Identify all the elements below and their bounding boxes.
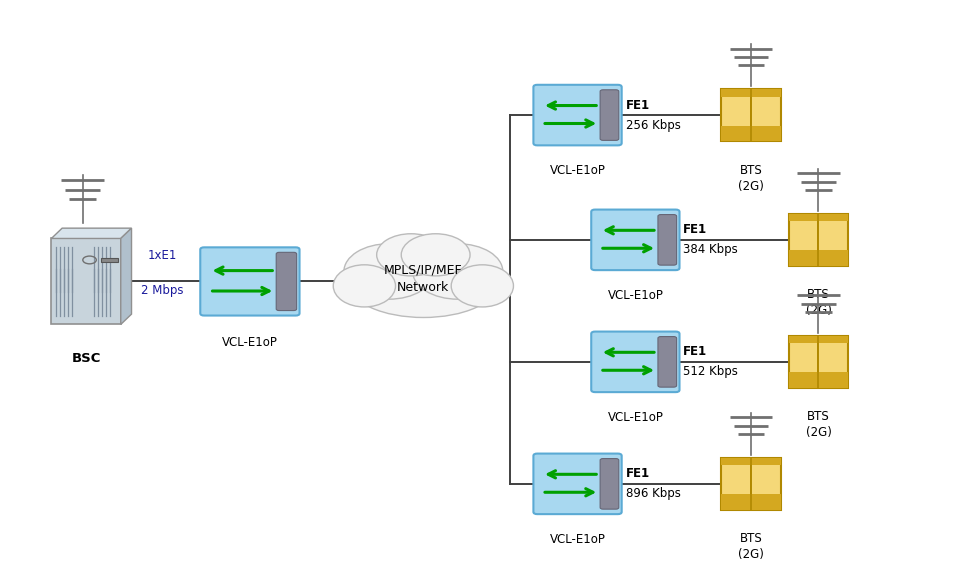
FancyBboxPatch shape [591, 332, 679, 392]
Text: 512 Kbps: 512 Kbps [683, 365, 738, 379]
Text: FE1: FE1 [683, 345, 708, 359]
FancyBboxPatch shape [658, 215, 677, 265]
Text: MPLS/IP/MEF
Network: MPLS/IP/MEF Network [384, 264, 463, 293]
Text: BTS
(2G): BTS (2G) [738, 532, 764, 561]
Bar [788, 251, 849, 266]
Ellipse shape [413, 244, 503, 299]
Text: BTS
(2G): BTS (2G) [806, 288, 831, 317]
Text: VCL-E1oP: VCL-E1oP [608, 289, 663, 302]
Bar [788, 214, 818, 266]
Ellipse shape [333, 265, 396, 307]
Polygon shape [52, 228, 131, 239]
Bar [788, 336, 849, 388]
Bar [721, 457, 751, 510]
Text: BTS
(2G): BTS (2G) [806, 411, 831, 439]
Text: 256 Kbps: 256 Kbps [626, 119, 680, 131]
Text: FE1: FE1 [626, 468, 649, 480]
Polygon shape [121, 228, 131, 324]
Bar [788, 214, 849, 222]
Text: 384 Kbps: 384 Kbps [683, 243, 738, 256]
FancyBboxPatch shape [200, 247, 299, 316]
Ellipse shape [451, 265, 513, 307]
Bar [788, 214, 849, 266]
Ellipse shape [344, 244, 434, 299]
FancyBboxPatch shape [52, 239, 121, 324]
Bar [751, 89, 781, 142]
Bar [721, 89, 781, 96]
FancyBboxPatch shape [534, 85, 622, 146]
FancyBboxPatch shape [600, 459, 619, 509]
FancyBboxPatch shape [591, 210, 679, 270]
Ellipse shape [401, 234, 470, 276]
Bar [818, 336, 849, 388]
FancyBboxPatch shape [658, 336, 677, 387]
Bar [721, 457, 781, 465]
Bar [101, 258, 119, 262]
Bar [788, 336, 849, 343]
Text: FE1: FE1 [683, 223, 708, 236]
FancyBboxPatch shape [534, 453, 622, 514]
Text: BTS
(2G): BTS (2G) [738, 164, 764, 192]
Bar [721, 89, 781, 142]
Text: VCL-E1oP: VCL-E1oP [222, 336, 278, 348]
Text: VCL-E1oP: VCL-E1oP [549, 164, 606, 177]
Text: 896 Kbps: 896 Kbps [626, 487, 680, 500]
Text: 2 Mbps: 2 Mbps [141, 284, 184, 297]
Bar [721, 457, 781, 510]
Text: VCL-E1oP: VCL-E1oP [608, 411, 663, 424]
Bar [751, 457, 781, 510]
FancyBboxPatch shape [276, 252, 296, 311]
Text: 1xE1: 1xE1 [148, 249, 177, 262]
Text: BSC: BSC [71, 352, 101, 365]
Bar [788, 336, 818, 388]
Ellipse shape [377, 234, 445, 276]
Text: FE1: FE1 [626, 99, 649, 111]
Bar [788, 372, 849, 388]
Ellipse shape [350, 251, 497, 317]
Bar [721, 89, 751, 142]
Bar [818, 214, 849, 266]
Text: VCL-E1oP: VCL-E1oP [549, 533, 606, 546]
Bar [721, 126, 781, 142]
Bar [721, 494, 781, 510]
FancyBboxPatch shape [600, 90, 619, 140]
